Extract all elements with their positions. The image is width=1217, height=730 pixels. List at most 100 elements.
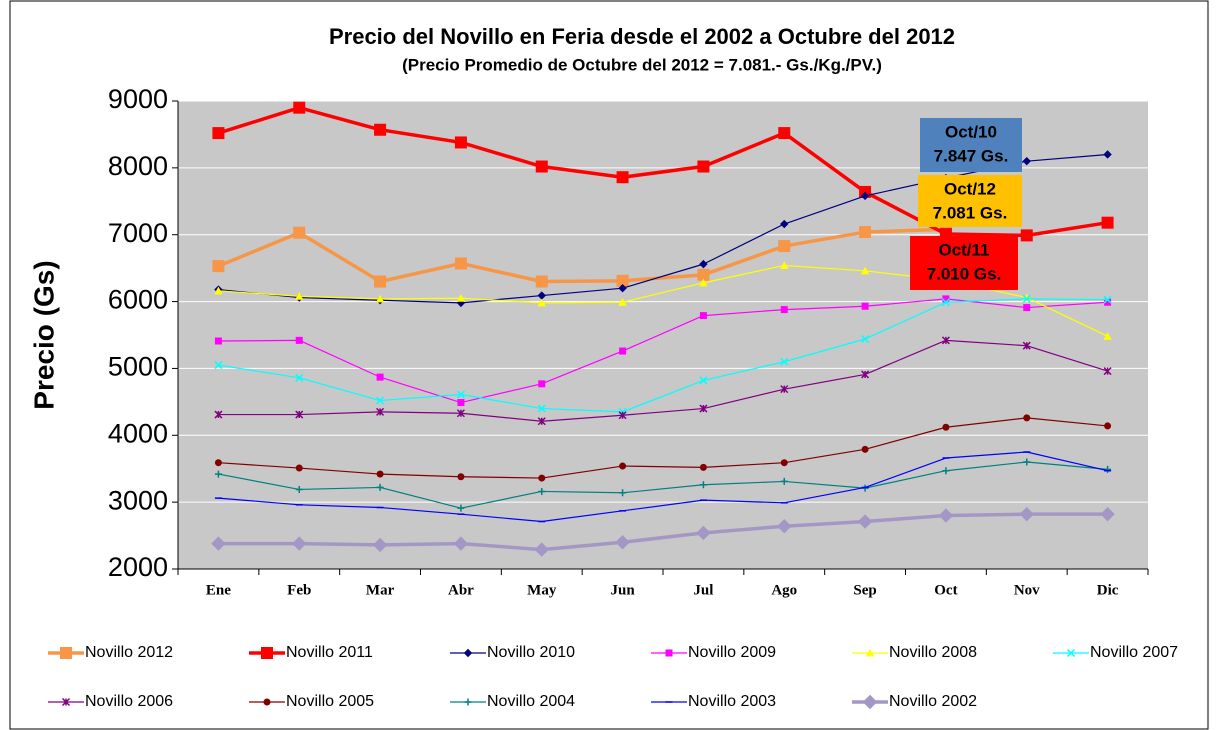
marker	[699, 278, 708, 287]
marker	[780, 219, 789, 229]
y-tick-label: 7000	[108, 218, 168, 248]
marker	[1022, 294, 1031, 303]
marker	[780, 459, 788, 467]
marker	[1104, 298, 1112, 306]
marker	[619, 489, 627, 497]
marker	[699, 463, 707, 471]
y-tick-label: 9000	[108, 84, 168, 114]
series-line	[217, 227, 946, 284]
marker	[665, 649, 673, 657]
legend-label: Novillo 2007	[1090, 644, 1178, 661]
marker	[537, 291, 546, 300]
legend-label: Novillo 2002	[889, 693, 977, 710]
marker	[1066, 648, 1076, 658]
marker	[616, 171, 629, 184]
marker	[463, 648, 473, 658]
marker	[1101, 216, 1114, 229]
marker	[212, 127, 225, 140]
marker	[619, 347, 627, 355]
series-line	[218, 298, 1108, 404]
series-line	[218, 298, 1108, 413]
marker	[464, 698, 472, 706]
marker	[941, 336, 950, 345]
marker	[212, 260, 225, 273]
marker	[376, 396, 385, 405]
marker	[699, 259, 708, 269]
marker	[618, 284, 627, 293]
marker	[697, 268, 710, 281]
marker	[1019, 506, 1034, 522]
marker	[697, 160, 710, 173]
marker	[293, 101, 306, 114]
marker	[865, 648, 875, 657]
marker	[293, 226, 306, 239]
legend-label: Novillo 2003	[688, 693, 776, 710]
marker	[292, 536, 307, 551]
marker	[862, 694, 878, 710]
marker	[374, 275, 387, 288]
marker	[618, 411, 627, 420]
x-tick-label: Mar	[366, 582, 395, 598]
marker	[615, 535, 630, 550]
marker	[860, 191, 870, 201]
y-tick-label: 3000	[108, 485, 168, 515]
marker	[263, 698, 271, 706]
marker	[699, 481, 707, 489]
series-line	[218, 339, 1108, 422]
marker	[1023, 304, 1031, 312]
y-tick-label: 6000	[108, 285, 168, 315]
annotation-text: Oct/11	[938, 240, 989, 259]
marker	[456, 294, 466, 302]
marker	[1022, 156, 1031, 166]
marker	[1100, 506, 1115, 522]
marker	[857, 514, 873, 529]
marker	[859, 226, 872, 239]
legend-label: Novillo 2010	[487, 644, 575, 661]
marker	[942, 467, 950, 475]
y-tick-label: 4000	[108, 418, 168, 448]
marker	[60, 647, 72, 659]
marker	[295, 373, 304, 382]
marker	[780, 385, 789, 394]
chart-title: Precio del Novillo en Feria desde el 200…	[329, 24, 955, 49]
legend-label: Novillo 2011	[286, 644, 373, 661]
marker	[535, 160, 548, 173]
y-axis-label: Precio (Gs)	[28, 260, 59, 409]
marker	[376, 373, 384, 381]
marker	[699, 376, 708, 385]
annotation-box	[910, 236, 1018, 290]
marker	[1020, 229, 1033, 242]
x-tick-label: Ago	[771, 582, 797, 598]
marker	[1022, 341, 1031, 350]
marker	[214, 410, 223, 419]
marker	[1103, 332, 1112, 340]
marker	[295, 336, 303, 344]
marker	[778, 240, 791, 253]
annotation-box	[918, 175, 1022, 227]
marker	[214, 470, 222, 478]
marker	[457, 399, 465, 407]
marker	[941, 298, 950, 307]
marker	[861, 302, 869, 310]
marker	[861, 370, 870, 379]
marker	[861, 445, 869, 453]
x-tick-label: May	[527, 582, 557, 598]
series-line	[217, 105, 1108, 238]
marker	[538, 474, 546, 482]
marker	[1104, 422, 1112, 430]
marker	[295, 410, 304, 419]
x-tick-label: Sep	[853, 582, 876, 598]
marker	[537, 298, 546, 307]
marker	[535, 275, 548, 288]
marker	[214, 459, 222, 467]
marker	[780, 477, 788, 485]
annotation-text: Oct/12	[944, 179, 996, 198]
marker	[537, 404, 546, 413]
y-tick-label: 8000	[108, 151, 168, 181]
legend-label: Novillo 2008	[889, 644, 977, 661]
marker	[295, 292, 304, 300]
marker	[1023, 414, 1031, 422]
marker	[537, 417, 546, 426]
x-tick-label: Feb	[287, 582, 311, 598]
y-tick-label: 2000	[108, 552, 168, 582]
